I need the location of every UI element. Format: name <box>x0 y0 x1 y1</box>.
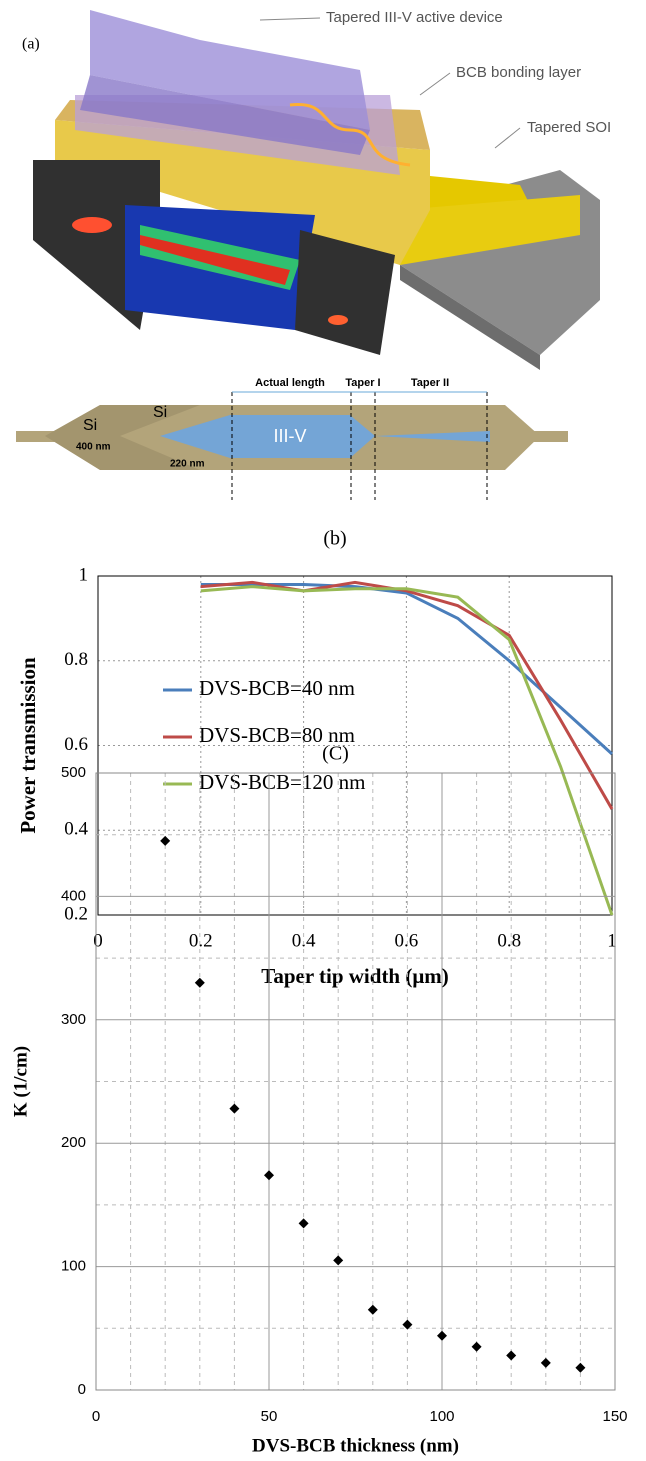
section-label: Taper II <box>411 377 449 389</box>
point <box>298 1218 309 1229</box>
x-tick-label: 0.4 <box>292 930 316 951</box>
x-tick-label: 50 <box>261 1408 278 1425</box>
x-axis-title: Taper tip width (μm) <box>261 964 449 988</box>
x-tick-label: 0 <box>93 930 103 951</box>
callout: Tapered III-V active device <box>326 9 503 26</box>
y-axis-title: K (1/cm) <box>10 1046 31 1117</box>
cross-section <box>16 391 568 500</box>
point <box>194 977 205 988</box>
chart-title: (b) <box>323 528 346 550</box>
point <box>540 1357 551 1368</box>
y-tick-label: 300 <box>61 1011 86 1028</box>
x-tick-label: 0.2 <box>189 930 213 951</box>
y-tick-label: 0.4 <box>64 819 88 840</box>
y-tick-label: 400 <box>61 887 86 904</box>
legend-label: DVS-BCB=40 nm <box>199 676 355 700</box>
point <box>506 1350 517 1361</box>
y-tick-label: 500 <box>61 764 86 781</box>
y-tick-label: 0.8 <box>64 649 88 670</box>
section-label: 400 nm <box>76 442 111 453</box>
point <box>229 1103 240 1114</box>
point <box>160 835 171 846</box>
point <box>575 1362 586 1373</box>
point <box>367 1304 378 1315</box>
y-tick-label: 0.2 <box>64 903 88 924</box>
legend-label: DVS-BCB=80 nm <box>199 723 355 747</box>
section-label: Taper I <box>345 377 380 389</box>
x-tick-label: 0 <box>92 1408 100 1425</box>
y-tick-label: 200 <box>61 1134 86 1151</box>
chart-title: (C) <box>322 743 349 765</box>
x-tick-label: 0.8 <box>497 930 521 951</box>
point <box>402 1319 413 1330</box>
callout: BCB bonding layer <box>456 64 581 81</box>
point <box>471 1341 482 1352</box>
y-tick-label: 0.6 <box>64 734 88 755</box>
x-tick-label: 150 <box>602 1408 627 1425</box>
x-axis-title: DVS-BCB thickness (nm) <box>252 1435 459 1456</box>
callout: Tapered SOI <box>527 119 611 136</box>
y-tick-label: 1 <box>79 564 89 585</box>
x-tick-label: 0.6 <box>395 930 419 951</box>
panel-label: (a) <box>22 36 40 53</box>
section-label: 220 nm <box>170 459 205 470</box>
device-illustration <box>33 10 600 370</box>
line-series <box>200 580 614 810</box>
point <box>437 1330 447 1341</box>
line-series <box>200 585 614 916</box>
point <box>333 1255 344 1266</box>
section-label: III-V <box>273 426 306 446</box>
plot-frame <box>95 772 616 1391</box>
x-tick-label: 100 <box>429 1408 454 1425</box>
section-label: Si <box>153 404 167 421</box>
section-label: Actual length <box>255 377 325 389</box>
y-tick-label: 0 <box>78 1381 86 1398</box>
x-tick-label: 1 <box>607 930 617 951</box>
y-axis-title: Power transmission <box>16 657 40 834</box>
point <box>264 1170 274 1181</box>
section-label: Si <box>83 417 97 434</box>
y-tick-label: 100 <box>61 1258 86 1275</box>
plot-frame <box>97 575 613 916</box>
